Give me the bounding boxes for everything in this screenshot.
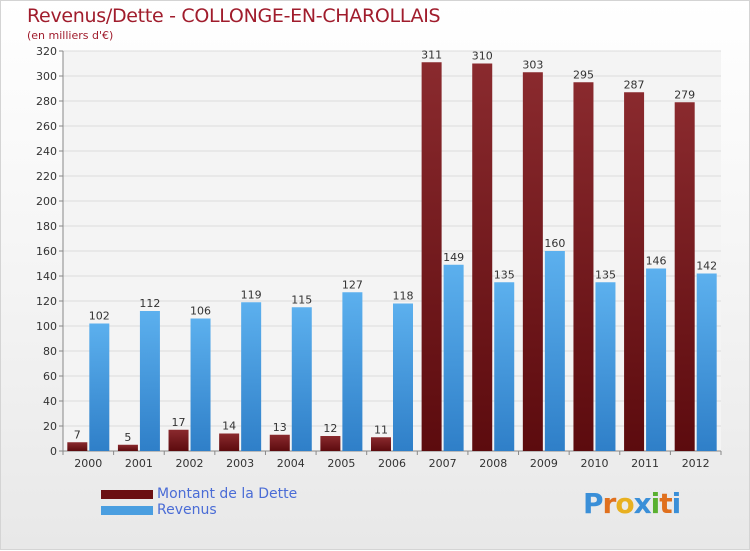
y-tick-label: 180	[36, 220, 57, 233]
x-tick-label: 2001	[125, 457, 153, 470]
revenus-value-label: 102	[89, 310, 110, 323]
debt-bar	[573, 82, 594, 451]
revenus-bar	[696, 273, 717, 451]
y-tick-label: 60	[43, 370, 57, 383]
debt-bar	[117, 444, 138, 451]
debt-value-label: 11	[374, 423, 388, 436]
revenus-value-label: 119	[241, 288, 262, 301]
revenus-value-label: 146	[646, 255, 667, 268]
x-tick-label: 2004	[277, 457, 305, 470]
revenus-value-label: 135	[494, 268, 515, 281]
debt-value-label: 12	[323, 422, 337, 435]
y-tick-label: 0	[50, 445, 57, 458]
debt-bar	[269, 434, 290, 451]
debt-bar	[320, 436, 341, 451]
revenus-bar	[241, 302, 262, 451]
y-tick-label: 80	[43, 345, 57, 358]
revenus-value-label: 127	[342, 278, 363, 291]
debt-value-label: 303	[522, 58, 543, 71]
proxiti-logo: Proxiti	[583, 487, 682, 520]
y-tick-label: 160	[36, 245, 57, 258]
debt-bar	[472, 63, 493, 451]
x-tick-label: 2010	[580, 457, 608, 470]
debt-value-label: 7	[74, 428, 81, 441]
revenus-bar	[393, 303, 413, 451]
debt-value-label: 279	[674, 88, 695, 101]
logo-letter: x	[633, 487, 652, 520]
y-tick-label: 320	[36, 45, 57, 58]
revenus-value-label: 160	[544, 237, 565, 250]
legend-swatch-revenus	[101, 506, 153, 515]
chart-subtitle: (en milliers d'€)	[27, 29, 114, 42]
revenus-bar	[190, 318, 211, 451]
x-tick-label: 2008	[479, 457, 507, 470]
logo-letter: t	[659, 487, 672, 520]
y-tick-label: 260	[36, 120, 57, 133]
revenus-bar	[443, 264, 464, 451]
x-tick-label: 2003	[226, 457, 254, 470]
y-tick-label: 40	[43, 395, 57, 408]
debt-value-label: 295	[573, 68, 594, 81]
revenus-value-label: 106	[190, 305, 211, 318]
debt-bar	[624, 92, 645, 451]
x-tick-label: 2011	[631, 457, 659, 470]
y-tick-label: 300	[36, 70, 57, 83]
revenus-value-label: 118	[393, 290, 414, 303]
debt-value-label: 5	[124, 431, 131, 444]
y-tick-label: 140	[36, 270, 57, 283]
logo-letter: r	[602, 487, 617, 520]
y-tick-label: 200	[36, 195, 57, 208]
y-tick-label: 240	[36, 145, 57, 158]
revenus-bar	[291, 307, 312, 451]
revenus-value-label: 115	[291, 293, 312, 306]
logo-letter: i	[650, 487, 661, 520]
revenus-bar	[494, 282, 515, 451]
chart-title: Revenus/Dette - COLLONGE-EN-CHAROLLAIS	[27, 5, 441, 27]
revenus-bar	[544, 251, 565, 451]
debt-value-label: 287	[624, 78, 645, 91]
x-tick-label: 2012	[682, 457, 710, 470]
x-tick-label: 2002	[176, 457, 204, 470]
debt-bar	[522, 72, 543, 451]
legend-label-revenus: Revenus	[157, 502, 217, 518]
debt-bar	[168, 429, 189, 451]
revenus-bar	[595, 282, 616, 451]
revenus-bar	[139, 311, 160, 451]
logo-letter: i	[671, 487, 682, 520]
debt-value-label: 310	[472, 50, 493, 63]
x-tick-label: 2007	[429, 457, 457, 470]
y-tick-label: 100	[36, 320, 57, 333]
y-tick-label: 20	[43, 420, 57, 433]
revenus-value-label: 112	[139, 297, 160, 310]
logo-letter: P	[583, 487, 604, 520]
debt-bar	[371, 437, 391, 451]
revenus-bar	[646, 268, 667, 451]
revenus-value-label: 149	[443, 251, 464, 264]
logo-letter: o	[615, 487, 634, 520]
debt-bar	[219, 433, 240, 451]
debt-bar	[67, 442, 88, 451]
x-tick-label: 2000	[74, 457, 102, 470]
debt-bar	[421, 62, 442, 451]
y-tick-label: 220	[36, 170, 57, 183]
revenus-bar	[89, 323, 110, 451]
revenus-bar	[342, 292, 363, 451]
legend-swatch-debt	[101, 490, 153, 499]
legend-label-debt: Montant de la Dette	[157, 486, 298, 502]
debt-bar	[674, 102, 695, 451]
x-tick-label: 2009	[530, 457, 558, 470]
debt-value-label: 17	[172, 416, 186, 429]
debt-value-label: 311	[421, 48, 442, 61]
debt-value-label: 14	[222, 420, 236, 433]
debt-value-label: 13	[273, 421, 287, 434]
x-tick-label: 2005	[327, 457, 355, 470]
y-tick-label: 280	[36, 95, 57, 108]
revenus-value-label: 142	[696, 260, 717, 273]
y-tick-label: 120	[36, 295, 57, 308]
revenus-value-label: 135	[595, 268, 616, 281]
x-tick-label: 2006	[378, 457, 406, 470]
